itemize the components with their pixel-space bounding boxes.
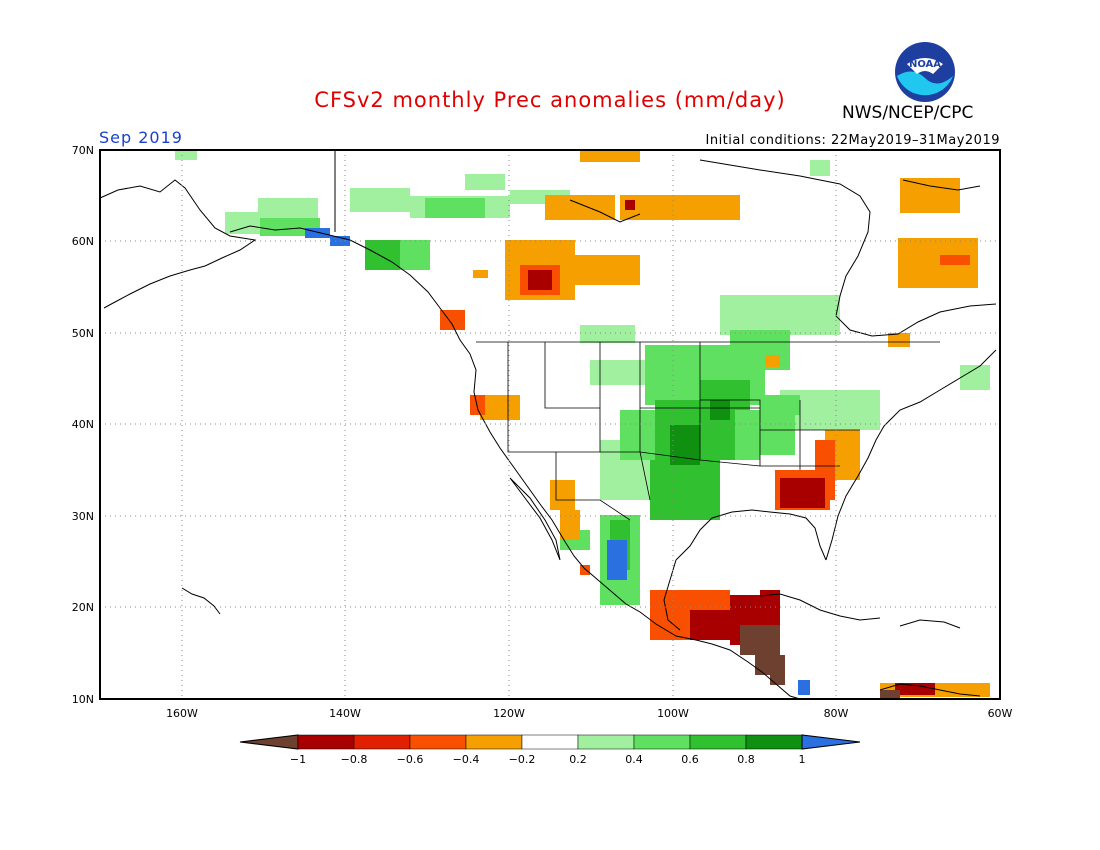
lat-label: 10N — [72, 693, 94, 706]
lat-label: 20N — [72, 601, 94, 614]
lat-label: 60N — [72, 235, 94, 248]
agency-label: NWS/NCEP/CPC — [842, 103, 974, 123]
colorbar-swatch — [633, 734, 691, 750]
colorbar-swatch — [689, 734, 747, 750]
lat-label: 30N — [72, 510, 94, 523]
colorbar-label: 0.8 — [737, 753, 755, 766]
lon-label: 160W — [166, 707, 198, 720]
colorbar-swatch — [521, 734, 579, 750]
colorbar-swatch — [745, 734, 803, 750]
anomaly-shading — [175, 150, 990, 698]
colorbar-arrow-low — [239, 734, 299, 750]
graticule — [100, 150, 1000, 699]
lon-label: 100W — [657, 707, 689, 720]
lon-label: 80W — [824, 707, 849, 720]
lat-label: 70N — [72, 144, 94, 157]
colorbar-label: 1 — [799, 753, 806, 766]
map-frame — [99, 149, 1001, 700]
colorbar-label: −0.6 — [397, 753, 424, 766]
lon-label: 60W — [988, 707, 1013, 720]
svg-text:NOAA: NOAA — [909, 59, 941, 70]
coastlines — [99, 150, 997, 700]
lat-label: 50N — [72, 327, 94, 340]
lon-axis: 160W 140W 120W 100W 80W 60W — [166, 707, 1012, 720]
colorbar-label: −0.4 — [453, 753, 480, 766]
forecast-period: Sep 2019 — [99, 128, 183, 147]
colorbar-swatch — [577, 734, 635, 750]
noaa-logo: NOAA — [895, 42, 955, 102]
colorbar-label: −0.2 — [509, 753, 536, 766]
lon-label: 140W — [329, 707, 361, 720]
colorbar-swatch — [465, 734, 523, 750]
colorbar: −1 −0.8 −0.6 −0.4 −0.2 0.2 0.4 0.6 0.8 1 — [239, 734, 861, 766]
lat-axis: 70N 60N 50N 40N 30N 20N 10N — [72, 144, 94, 706]
colorbar-swatch — [297, 734, 355, 750]
lat-label: 40N — [72, 418, 94, 431]
colorbar-swatch — [353, 734, 411, 750]
lon-label: 120W — [493, 707, 525, 720]
colorbar-arrow-high — [801, 734, 861, 750]
chart-title: CFSv2 monthly Prec anomalies (mm/day) — [314, 88, 786, 112]
colorbar-swatch — [409, 734, 467, 750]
colorbar-label: −1 — [290, 753, 306, 766]
colorbar-label: 0.6 — [681, 753, 699, 766]
colorbar-label: 0.4 — [625, 753, 643, 766]
initial-conditions: Initial conditions: 22May2019–31May2019 — [705, 133, 1000, 148]
state-borders — [476, 341, 940, 521]
colorbar-label: −0.8 — [341, 753, 368, 766]
colorbar-label: 0.2 — [569, 753, 587, 766]
